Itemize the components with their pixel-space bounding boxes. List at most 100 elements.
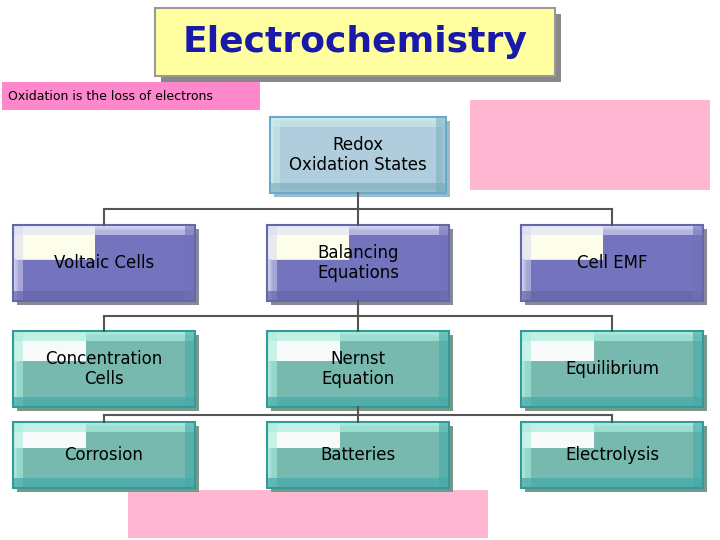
FancyBboxPatch shape (13, 331, 86, 361)
FancyBboxPatch shape (14, 423, 195, 488)
FancyBboxPatch shape (267, 291, 449, 301)
FancyBboxPatch shape (271, 230, 449, 301)
FancyBboxPatch shape (273, 231, 449, 301)
FancyBboxPatch shape (271, 426, 449, 488)
FancyBboxPatch shape (271, 229, 349, 260)
FancyBboxPatch shape (522, 423, 703, 488)
FancyBboxPatch shape (17, 335, 199, 411)
FancyBboxPatch shape (524, 425, 594, 448)
FancyBboxPatch shape (267, 331, 449, 407)
FancyBboxPatch shape (523, 333, 703, 407)
FancyBboxPatch shape (17, 426, 195, 488)
FancyBboxPatch shape (17, 334, 86, 361)
FancyBboxPatch shape (269, 334, 449, 407)
FancyBboxPatch shape (17, 228, 195, 301)
FancyBboxPatch shape (521, 226, 703, 301)
FancyBboxPatch shape (526, 336, 703, 407)
FancyBboxPatch shape (523, 423, 703, 488)
FancyBboxPatch shape (185, 422, 195, 488)
FancyBboxPatch shape (521, 331, 703, 341)
FancyBboxPatch shape (271, 426, 449, 488)
FancyBboxPatch shape (269, 424, 449, 488)
FancyBboxPatch shape (14, 423, 86, 448)
FancyBboxPatch shape (14, 226, 95, 259)
FancyBboxPatch shape (525, 335, 703, 407)
FancyBboxPatch shape (524, 334, 703, 407)
FancyBboxPatch shape (521, 478, 703, 488)
FancyBboxPatch shape (524, 334, 703, 407)
FancyBboxPatch shape (14, 422, 86, 448)
FancyBboxPatch shape (525, 426, 703, 488)
FancyBboxPatch shape (18, 336, 195, 407)
FancyBboxPatch shape (269, 333, 449, 407)
FancyBboxPatch shape (16, 228, 195, 301)
FancyBboxPatch shape (523, 227, 703, 301)
FancyBboxPatch shape (18, 427, 195, 488)
FancyBboxPatch shape (13, 331, 23, 407)
FancyBboxPatch shape (271, 427, 449, 488)
FancyBboxPatch shape (17, 335, 195, 407)
FancyBboxPatch shape (522, 332, 703, 407)
FancyBboxPatch shape (17, 426, 86, 448)
FancyBboxPatch shape (524, 334, 594, 361)
FancyBboxPatch shape (523, 333, 703, 407)
FancyBboxPatch shape (14, 332, 195, 407)
FancyBboxPatch shape (521, 331, 703, 407)
FancyBboxPatch shape (527, 231, 703, 301)
FancyBboxPatch shape (14, 225, 195, 301)
FancyBboxPatch shape (272, 230, 449, 301)
FancyBboxPatch shape (17, 335, 195, 407)
FancyBboxPatch shape (13, 225, 195, 301)
FancyBboxPatch shape (271, 426, 449, 488)
FancyBboxPatch shape (521, 291, 703, 301)
FancyBboxPatch shape (273, 120, 443, 190)
Text: Oxidation is the loss of electrons: Oxidation is the loss of electrons (8, 90, 213, 103)
FancyBboxPatch shape (270, 228, 349, 260)
FancyBboxPatch shape (272, 119, 444, 191)
FancyBboxPatch shape (523, 227, 703, 301)
FancyBboxPatch shape (17, 426, 199, 492)
FancyBboxPatch shape (521, 332, 703, 407)
FancyBboxPatch shape (526, 427, 703, 488)
FancyBboxPatch shape (271, 230, 449, 301)
FancyBboxPatch shape (267, 225, 277, 301)
FancyBboxPatch shape (14, 423, 195, 488)
FancyBboxPatch shape (271, 335, 449, 407)
FancyBboxPatch shape (521, 422, 703, 432)
FancyBboxPatch shape (272, 231, 449, 301)
FancyBboxPatch shape (18, 336, 195, 407)
FancyBboxPatch shape (269, 333, 340, 361)
FancyBboxPatch shape (269, 424, 449, 488)
FancyBboxPatch shape (525, 229, 703, 301)
FancyBboxPatch shape (14, 423, 195, 488)
FancyBboxPatch shape (15, 424, 195, 488)
FancyBboxPatch shape (526, 230, 703, 301)
FancyBboxPatch shape (13, 331, 195, 407)
FancyBboxPatch shape (268, 332, 449, 407)
FancyBboxPatch shape (269, 333, 449, 407)
FancyBboxPatch shape (269, 334, 340, 361)
FancyBboxPatch shape (267, 478, 449, 488)
FancyBboxPatch shape (526, 335, 703, 407)
FancyBboxPatch shape (526, 336, 703, 407)
FancyBboxPatch shape (526, 336, 703, 407)
FancyBboxPatch shape (271, 230, 449, 301)
FancyBboxPatch shape (271, 118, 445, 192)
FancyBboxPatch shape (524, 228, 703, 301)
FancyBboxPatch shape (523, 333, 703, 407)
FancyBboxPatch shape (271, 229, 449, 301)
FancyBboxPatch shape (14, 332, 195, 407)
FancyBboxPatch shape (16, 425, 86, 448)
FancyBboxPatch shape (522, 423, 703, 488)
FancyBboxPatch shape (19, 231, 195, 301)
FancyBboxPatch shape (522, 332, 594, 361)
FancyBboxPatch shape (272, 119, 444, 191)
FancyBboxPatch shape (269, 227, 449, 301)
FancyBboxPatch shape (526, 335, 703, 407)
FancyBboxPatch shape (522, 332, 703, 407)
FancyBboxPatch shape (523, 227, 603, 259)
FancyBboxPatch shape (14, 332, 195, 407)
FancyBboxPatch shape (523, 425, 703, 488)
FancyBboxPatch shape (267, 225, 349, 259)
FancyBboxPatch shape (273, 120, 444, 190)
